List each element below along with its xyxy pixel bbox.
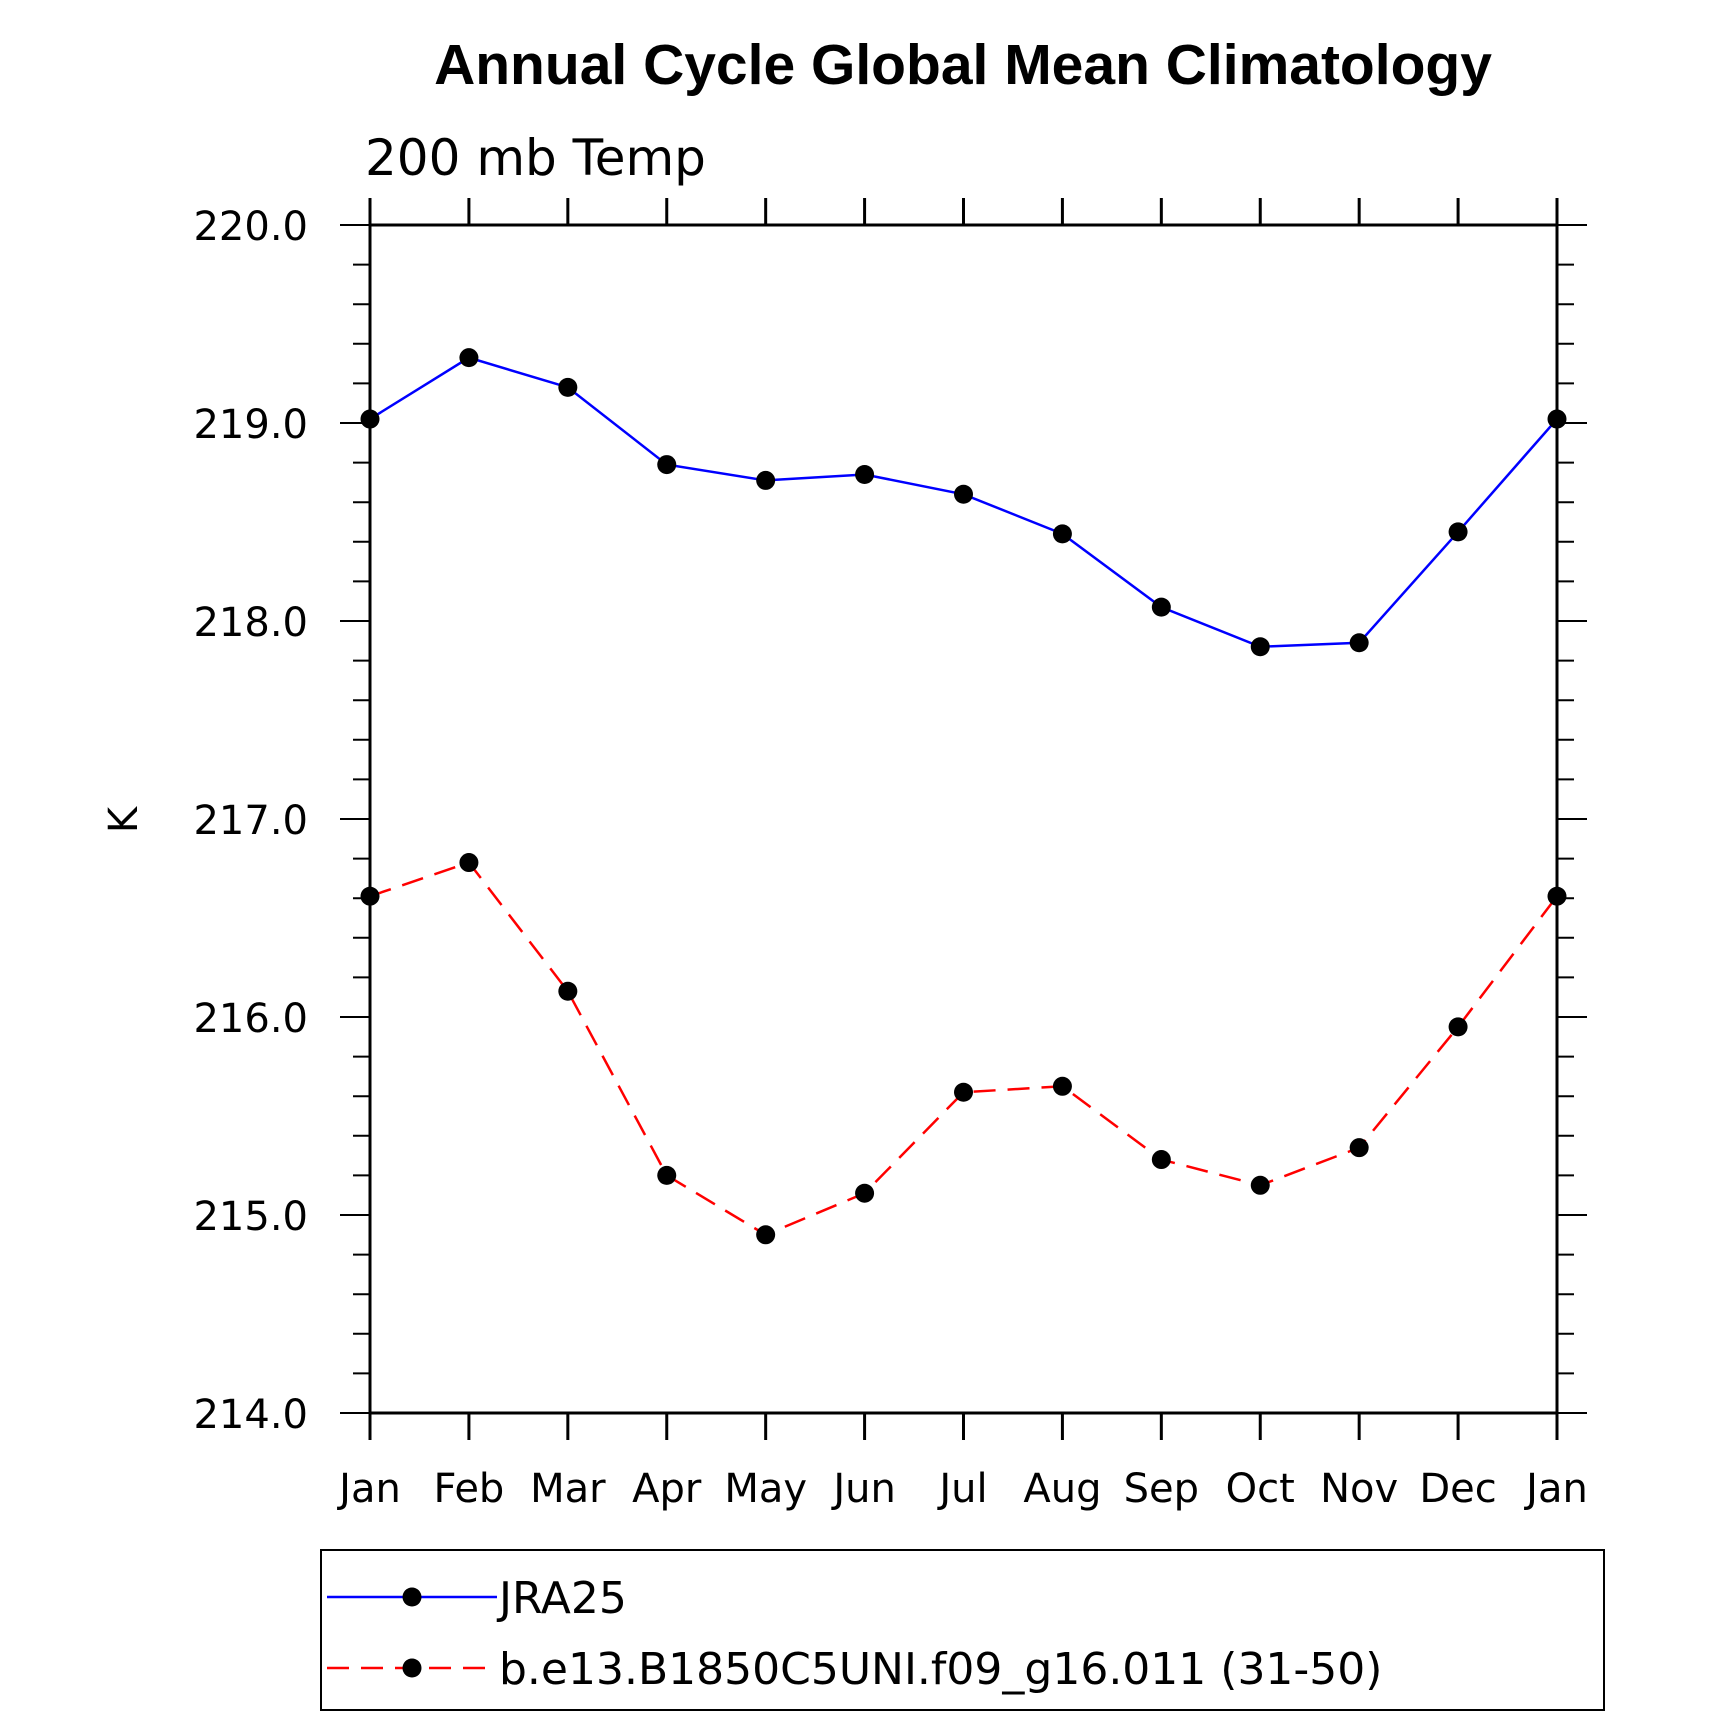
series-1-point (855, 464, 875, 484)
legend-marker-1 (402, 1587, 422, 1607)
series-2-point (1448, 1017, 1468, 1037)
series-1-point (954, 484, 973, 504)
series-2-point (558, 981, 578, 1001)
series-1-point (756, 470, 776, 490)
y-tick-label: 220.0 (193, 204, 308, 250)
x-tick-label: Oct (1226, 1466, 1295, 1512)
x-tick-label: Apr (632, 1466, 702, 1512)
series-1-point (1151, 597, 1171, 617)
x-tick-label: Jan (1523, 1466, 1588, 1512)
x-tick-label: May (724, 1466, 807, 1512)
axes: Jan Feb Mar Apr May Jun Jul Aug Sep Oct Nov Dec Jan 2… (193, 198, 1588, 1512)
legend-label-1: JRA25 (496, 1573, 627, 1624)
series-2-point (657, 1165, 677, 1185)
series-2-point (1151, 1150, 1171, 1170)
legend-box (320, 1549, 1605, 1711)
x-tick-label: Jan (336, 1466, 401, 1512)
series-2-point (459, 853, 479, 873)
series-1-point (459, 348, 479, 368)
series-2-point (1052, 1076, 1072, 1096)
series-2-point (756, 1225, 776, 1245)
series-1-point (360, 409, 380, 429)
y-axis-label: K (101, 805, 147, 833)
x-tick-label: Sep (1124, 1466, 1199, 1512)
x-tick-label: Jul (936, 1466, 987, 1512)
chart-title: Annual Cycle Global Mean Climatology (434, 33, 1492, 97)
series-2-point (1547, 886, 1567, 906)
series-layer (360, 348, 1567, 1245)
series-1-point (1547, 409, 1567, 429)
y-tick-label: 214.0 (193, 1392, 308, 1438)
series-2-point (1349, 1138, 1369, 1158)
x-tick-label: Feb (434, 1466, 505, 1512)
y-tick-label: 218.0 (193, 600, 308, 646)
legend: JRA25 b.e13.B1850C5UNI.f09_g16.011 (31-50… (327, 1573, 1382, 1695)
series-1-point (1250, 637, 1270, 657)
chart-subtitle: 200 mb Temp (365, 129, 706, 187)
series-1-point (1349, 633, 1369, 653)
y-tick-label: 215.0 (193, 1194, 308, 1240)
series-2-point (954, 1082, 973, 1102)
x-tick-label: Jun (830, 1466, 896, 1512)
y-tick-label: 219.0 (193, 402, 308, 448)
series-line-2 (369, 861, 1558, 1237)
series-2-point (855, 1183, 875, 1203)
series-1-point (1052, 524, 1072, 544)
x-tick-label: Aug (1023, 1466, 1101, 1512)
plot-frame (368, 223, 1559, 1415)
legend-label-2: b.e13.B1850C5UNI.f09_g16.011 (31-50) (499, 1644, 1382, 1695)
y-tick-label: 217.0 (193, 798, 308, 844)
series-2-point (1250, 1175, 1270, 1195)
series-1-point (1448, 522, 1468, 542)
x-tick-label: Dec (1419, 1466, 1496, 1512)
x-tick-label: Mar (530, 1466, 606, 1512)
series-1-point (657, 455, 677, 475)
y-tick-label: 216.0 (193, 996, 308, 1042)
x-tick-label: Nov (1320, 1466, 1398, 1512)
series-1-point (558, 377, 578, 397)
series-2-point (360, 886, 380, 906)
legend-marker-2 (402, 1658, 422, 1678)
